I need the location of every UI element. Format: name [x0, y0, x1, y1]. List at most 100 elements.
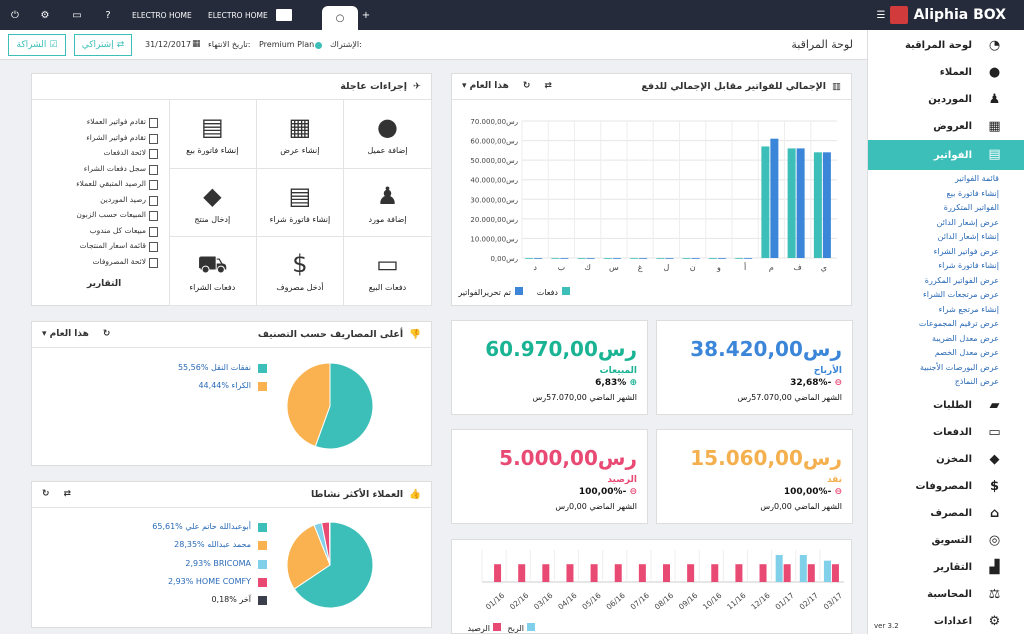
invoice-submenu-item[interactable]: إنشاء فاتورة بيع	[946, 188, 999, 198]
invoice-submenu-item[interactable]: الفواتير المتكررة	[943, 203, 999, 212]
invoice-submenu-item[interactable]: قائمة الفواتير	[954, 174, 999, 183]
sidebar-item-quotes[interactable]: ▦ العروض	[933, 119, 1001, 134]
invoice-submenu-item[interactable]: عرض البورصات الأجنبية	[919, 362, 999, 372]
my-subscription-button[interactable]: إشتراكي ⇄	[74, 34, 132, 56]
quick-action[interactable]: ♟ إضافة مورد	[344, 168, 432, 238]
sidebar-item-scale[interactable]: ⚖ المحاسبة	[927, 586, 1001, 602]
invoice-submenu-item[interactable]: عرض ترقيم المجموعات	[918, 319, 999, 328]
quick-action[interactable]: ⛟ دفعات الشراء	[169, 237, 257, 306]
x-tick-label: 01/16	[484, 591, 507, 612]
quick-action[interactable]: ▤ إنشاء فاتورة بيع	[169, 100, 257, 169]
monitor-icon[interactable]: ▭	[72, 9, 82, 21]
quick-action[interactable]: ● إضافة عميل	[344, 100, 432, 169]
report-link[interactable]: لائحة الدفعات	[40, 145, 160, 161]
version-label: ver 3.2	[874, 622, 899, 630]
sidebar-item-bank[interactable]: ⌂ المصرف	[868, 500, 1024, 527]
invoice-submenu-item[interactable]: عرض النماذج	[954, 377, 999, 386]
kpi-sales: 60.970,00رس المبيعات 6,83% ⊕ الشهر الماض…	[451, 320, 648, 415]
x-tick-label: 08/16	[653, 591, 676, 612]
calculator-icon: ▦	[288, 113, 312, 141]
sidebar-item-briefcase[interactable]: ▰ الطلبات	[868, 392, 1024, 419]
refresh-icon[interactable]: ↻	[522, 81, 531, 91]
x-tick-label: 04/16	[556, 591, 579, 612]
x-tick-label: 03/17	[822, 591, 845, 612]
invoice-submenu-item[interactable]: عرض مرتجعات الشراء	[922, 290, 999, 299]
quick-action-label: إضافة مورد	[368, 214, 407, 224]
brand: Aliphia BOX	[889, 0, 1006, 30]
kpi-label: المبيعات	[599, 366, 637, 376]
quick-action[interactable]: ▦ إنشاء عرض	[256, 100, 345, 169]
kpi-value: 5.000,00رس	[499, 446, 637, 470]
y-tick-label: رس50.000,00	[470, 157, 518, 165]
report-link[interactable]: مبيعات كل مندوب	[40, 223, 160, 239]
x-tick-label: د	[533, 263, 537, 272]
active-tab[interactable]: ○	[322, 6, 358, 30]
menu-icon[interactable]: ☰	[876, 9, 886, 21]
sidebar: ◔ لوحة المراقبة ● العملاء ♟ الموردين ▦ العرو…	[867, 30, 1024, 634]
refresh-icon[interactable]: ↻	[102, 329, 111, 339]
swap-icon[interactable]: ⇄	[63, 489, 72, 499]
report-link[interactable]: المبيعات حسب الزبون	[40, 207, 160, 223]
report-link[interactable]: رصيد الموردين	[40, 192, 160, 208]
sidebar-item-box[interactable]: ◆ المخزن	[868, 446, 1024, 473]
invoice-chart-header: ▾ هذا العام ↻ ⇄ الإجمالي للفواتير مقابل ال…	[452, 74, 851, 100]
circle-icon: ○	[335, 12, 345, 24]
invoice-submenu-item[interactable]: عرض معدل الضريبة	[931, 333, 999, 343]
add-tab-icon[interactable]: +	[361, 9, 371, 21]
y-tick-label: رس0,00	[490, 255, 518, 263]
invoice-submenu-item[interactable]: إنشاء إشعار الدائن	[937, 232, 999, 241]
sidebar-item-customers[interactable]: ● العملاء	[939, 65, 1001, 80]
refresh-icon[interactable]: ↻	[42, 489, 50, 499]
swap-icon[interactable]: ⇄	[544, 81, 552, 91]
quick-divider	[169, 100, 170, 306]
partnership-button[interactable]: الشراكة ☑	[8, 34, 66, 56]
legend-swatch	[258, 577, 267, 587]
quick-action[interactable]: $ أدخل مصروف	[256, 237, 345, 306]
customers-panel: ↻ ⇄ العملاء الأكثر نشاطا 👍 65,61% أبوعبدال…	[31, 481, 432, 628]
sidebar-item-bars[interactable]: ▟ التقارير	[868, 554, 1024, 581]
legend-item: 2,93% HOME COMFY	[112, 573, 267, 591]
sidebar-item-target[interactable]: ◎ التسويق	[931, 532, 1001, 548]
sidebar-item-dollar[interactable]: $ المصروفات	[868, 473, 1024, 500]
kpi-previous: الشهر الماضي 57.070,00رس	[532, 393, 637, 402]
report-link[interactable]: قائمة اسعار المنتجات	[40, 238, 160, 254]
quick-action[interactable]: ◆ إدخال منتج	[169, 168, 257, 238]
bar-balance	[614, 564, 622, 582]
pie-slice	[286, 362, 331, 448]
sidebar-item-invoices[interactable]: ▤ الفواتير	[868, 140, 1024, 170]
sidebar-item-gear[interactable]: ⚙ اعدادات	[933, 613, 1001, 629]
report-link[interactable]: سجل دفعات الشراء	[40, 161, 160, 177]
period-dropdown-expenses[interactable]: ▾ هذا العام	[42, 329, 89, 339]
sidebar-item-card[interactable]: ▭ الدفعات	[933, 424, 1001, 440]
dollar-icon: $	[989, 478, 1000, 494]
legend-swatch-paid	[562, 287, 570, 295]
invoice-submenu-item[interactable]: عرض فواتير الشراء	[933, 246, 999, 256]
period-dropdown[interactable]: ▾ هذا العام	[462, 81, 509, 91]
quick-action[interactable]: ▭ دفعات البيع	[344, 237, 432, 306]
calculator-icon: ▦	[988, 119, 1001, 134]
report-link[interactable]: تقادم فواتير الشراء	[40, 130, 160, 146]
bar-paid	[630, 258, 639, 259]
invoice-submenu-item[interactable]: عرض الفواتير المكررة	[924, 275, 999, 285]
sidebar-item-dashboard[interactable]: ◔ لوحة المراقبة	[904, 38, 1001, 53]
sidebar-item-suppliers[interactable]: ♟ الموردين	[928, 92, 1001, 107]
invoice-submenu-item[interactable]: إنشاء مرتجع شراء	[938, 304, 999, 314]
report-link[interactable]: لائحة المصروفات	[40, 254, 160, 270]
gear-icon[interactable]: ⚙	[40, 9, 50, 21]
invoice-submenu-item[interactable]: إنشاء فاتورة شراء	[938, 261, 999, 270]
power-icon[interactable]: ⏻	[11, 9, 19, 21]
invoice-submenu-item[interactable]: عرض معدل الخصم	[934, 348, 999, 357]
target-icon: ◎	[988, 532, 1001, 548]
invoice-submenu-item[interactable]: عرض إشعار الدائن	[936, 217, 999, 227]
help-icon[interactable]: ?	[105, 9, 111, 21]
dollar-icon: $	[292, 250, 308, 279]
quick-action[interactable]: ▤ إنشاء فاتورة شراء	[256, 168, 345, 238]
bar-invoiced	[560, 258, 569, 259]
report-link[interactable]: الرصيد المتبقي للعملاء	[40, 176, 160, 192]
company-tab-2[interactable]: ELECTRO HOME	[208, 10, 268, 20]
legend-swatch	[258, 382, 267, 392]
expenses-header: ▾ هذا العام ↻ أعلى المصاريف حسب التصنيف 👎	[32, 322, 431, 348]
company-tab-1[interactable]: ELECTRO HOME	[132, 10, 192, 20]
x-tick-label: 12/16	[749, 591, 772, 612]
report-link[interactable]: تقادم فواتير العملاء	[40, 114, 160, 130]
